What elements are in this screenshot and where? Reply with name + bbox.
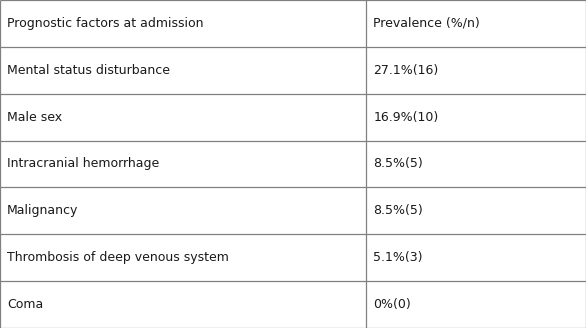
Text: 27.1%(16): 27.1%(16): [373, 64, 438, 77]
Text: 16.9%(10): 16.9%(10): [373, 111, 438, 124]
Text: 5.1%(3): 5.1%(3): [373, 251, 423, 264]
Text: 0%(0): 0%(0): [373, 298, 411, 311]
Text: 8.5%(5): 8.5%(5): [373, 204, 423, 217]
Text: Malignancy: Malignancy: [7, 204, 79, 217]
Text: Male sex: Male sex: [7, 111, 62, 124]
Text: 8.5%(5): 8.5%(5): [373, 157, 423, 171]
Text: Coma: Coma: [7, 298, 43, 311]
Text: Prevalence (%/n): Prevalence (%/n): [373, 17, 480, 30]
Text: Mental status disturbance: Mental status disturbance: [7, 64, 170, 77]
Text: Thrombosis of deep venous system: Thrombosis of deep venous system: [7, 251, 229, 264]
Text: Intracranial hemorrhage: Intracranial hemorrhage: [7, 157, 159, 171]
Text: Prognostic factors at admission: Prognostic factors at admission: [7, 17, 203, 30]
